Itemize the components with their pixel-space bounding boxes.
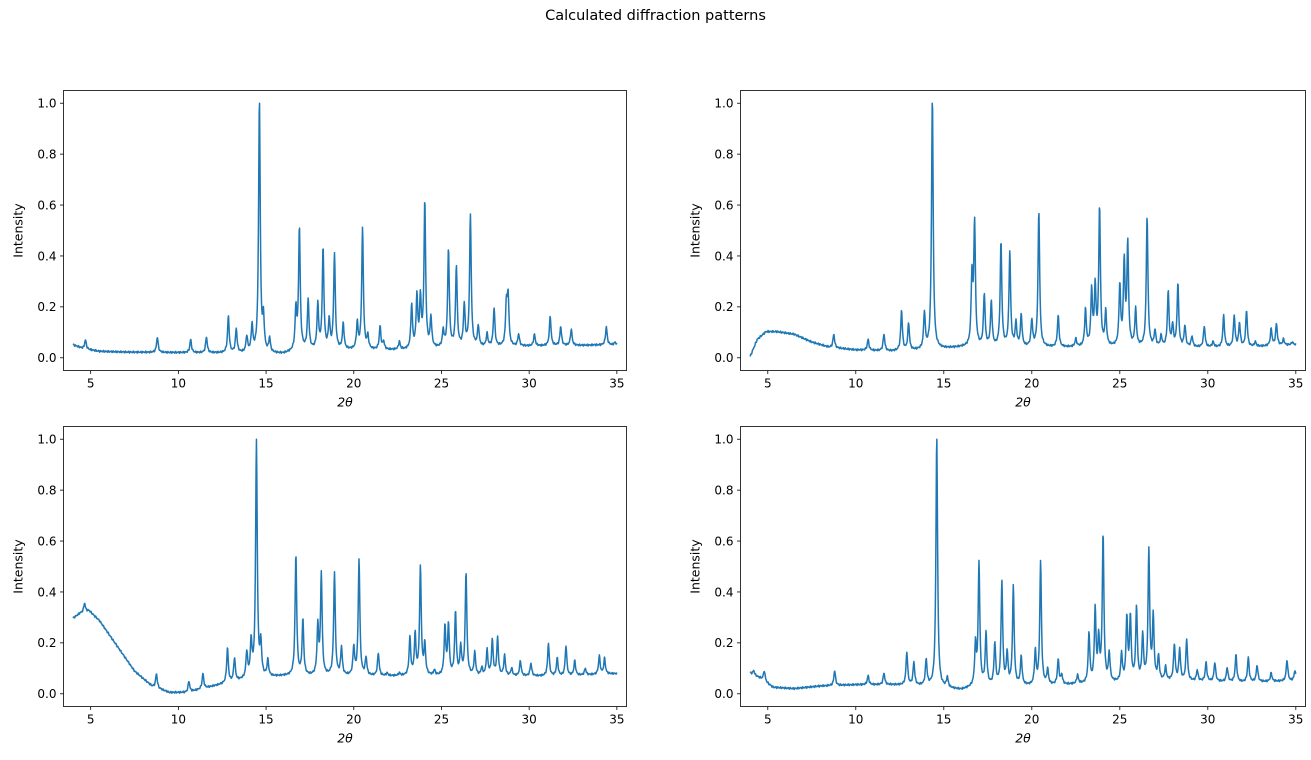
x-axis-label: 2θ bbox=[337, 395, 353, 410]
y-tick-label: 0.6 bbox=[37, 534, 56, 548]
x-tick-label: 35 bbox=[1288, 713, 1303, 727]
x-tick-label: 30 bbox=[522, 377, 537, 391]
axes-frame bbox=[740, 426, 1306, 707]
x-axis-label: 2θ bbox=[1015, 395, 1031, 410]
x-axis-label: 2θ bbox=[1015, 731, 1031, 746]
x-tick-label: 20 bbox=[1024, 713, 1039, 727]
x-tick-label: 10 bbox=[848, 377, 863, 391]
y-tick-label: 0.2 bbox=[37, 636, 56, 650]
y-tick-label: 0.6 bbox=[714, 198, 733, 212]
y-tick-label: 0.4 bbox=[37, 585, 56, 599]
y-tick-label: 0.4 bbox=[37, 249, 56, 263]
y-axis-label: Intensity bbox=[688, 539, 703, 594]
subplot-bottom-left: 5 10 15 20 25 30 35 0.0 0.2 0.4 0.6 0.8 1.0 2θ Intensi… bbox=[11, 426, 627, 746]
axes-frame bbox=[63, 90, 627, 371]
x-tick-label: 5 bbox=[87, 377, 95, 391]
subplot-bottom-right: 5 10 15 20 25 30 35 0.0 0.2 0.4 0.6 0.8 1.0 2θ Intensi… bbox=[688, 426, 1306, 746]
y-tick-label: 0.4 bbox=[714, 585, 733, 599]
y-tick-label: 0.2 bbox=[714, 300, 733, 314]
x-tick-label: 35 bbox=[609, 377, 624, 391]
x-axis-label: 2θ bbox=[337, 731, 353, 746]
x-tick-label: 25 bbox=[1112, 377, 1127, 391]
diffraction-line bbox=[72, 102, 618, 355]
x-tick-label: 15 bbox=[936, 377, 951, 391]
y-tick-label: 1.0 bbox=[37, 97, 56, 111]
y-tick-label: 1.0 bbox=[37, 433, 56, 447]
y-tick-label: 0.8 bbox=[37, 483, 56, 497]
subplot-top-right: 5 10 15 20 25 30 35 0.0 0.2 0.4 0.6 0.8 1.0 2θ Intensi… bbox=[688, 90, 1306, 410]
x-tick-label: 10 bbox=[171, 713, 186, 727]
x-tick-label: 15 bbox=[258, 377, 273, 391]
x-tick-label: 35 bbox=[609, 713, 624, 727]
figure-suptitle: Calculated diffraction patterns bbox=[545, 8, 766, 24]
y-tick-label: 0.8 bbox=[714, 483, 733, 497]
y-tick-label: 0.6 bbox=[37, 198, 56, 212]
axes-frame bbox=[740, 90, 1306, 371]
x-tick-label: 20 bbox=[346, 713, 361, 727]
y-tick-label: 0.8 bbox=[37, 147, 56, 161]
y-tick-label: 0.8 bbox=[714, 147, 733, 161]
y-tick-label: 0.6 bbox=[714, 534, 733, 548]
y-tick-label: 0.0 bbox=[714, 351, 733, 365]
subplot-top-left: 5 10 15 20 25 30 35 0.0 0.2 0.4 0.6 0.8 1.0 2θ Intensi… bbox=[11, 90, 627, 410]
y-axis-label: Intensity bbox=[11, 203, 26, 258]
x-tick-label: 35 bbox=[1288, 377, 1303, 391]
y-tick-label: 0.2 bbox=[37, 300, 56, 314]
diffraction-line bbox=[72, 438, 618, 694]
diffraction-line bbox=[749, 438, 1297, 691]
x-tick-label: 30 bbox=[1200, 713, 1215, 727]
x-tick-label: 20 bbox=[346, 377, 361, 391]
x-tick-label: 5 bbox=[87, 713, 95, 727]
x-tick-label: 10 bbox=[848, 713, 863, 727]
y-tick-label: 0.4 bbox=[714, 249, 733, 263]
y-tick-label: 0.2 bbox=[714, 636, 733, 650]
x-tick-label: 20 bbox=[1024, 377, 1039, 391]
y-tick-label: 1.0 bbox=[714, 433, 733, 447]
x-tick-label: 30 bbox=[522, 713, 537, 727]
x-tick-label: 5 bbox=[764, 377, 772, 391]
y-axis-label: Intensity bbox=[688, 203, 703, 258]
x-tick-label: 25 bbox=[434, 713, 449, 727]
axes-frame bbox=[63, 426, 627, 707]
x-tick-label: 10 bbox=[171, 377, 186, 391]
y-tick-label: 1.0 bbox=[714, 97, 733, 111]
x-tick-label: 25 bbox=[434, 377, 449, 391]
y-tick-label: 0.0 bbox=[714, 687, 733, 701]
x-tick-label: 15 bbox=[936, 713, 951, 727]
x-tick-label: 25 bbox=[1112, 713, 1127, 727]
y-tick-label: 0.0 bbox=[37, 351, 56, 365]
y-axis-label: Intensity bbox=[11, 539, 26, 594]
diffraction-line bbox=[749, 102, 1297, 357]
y-tick-label: 0.0 bbox=[37, 687, 56, 701]
x-tick-label: 15 bbox=[258, 713, 273, 727]
x-tick-label: 5 bbox=[764, 713, 772, 727]
x-tick-label: 30 bbox=[1200, 377, 1215, 391]
